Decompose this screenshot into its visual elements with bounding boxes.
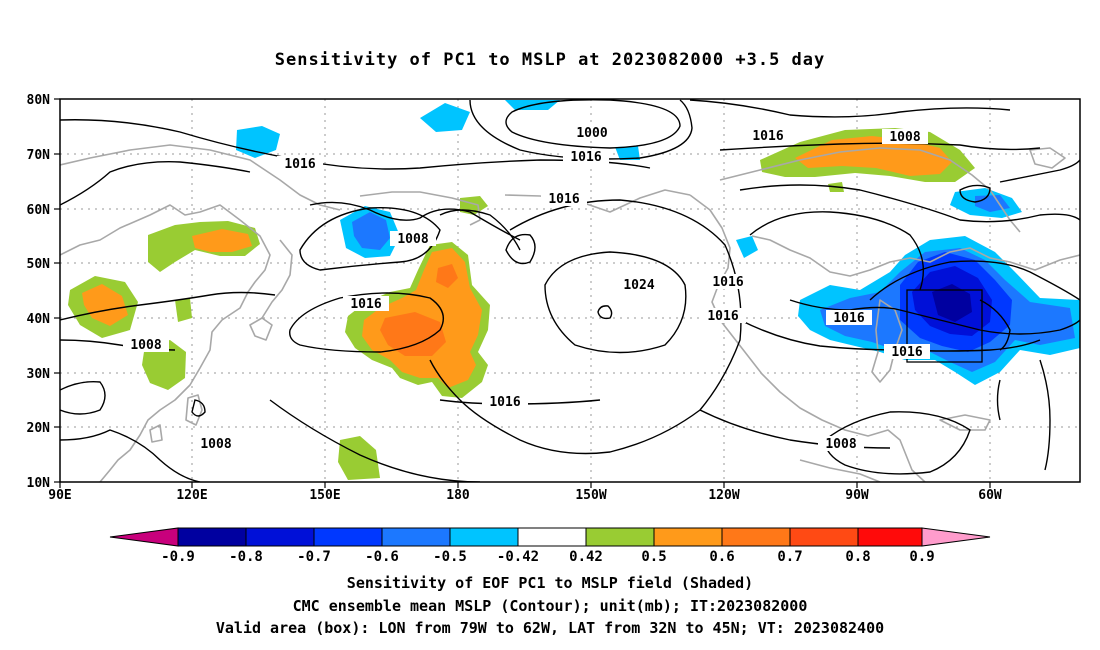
lon-labels: 90E 120E 150E 180 150W 120W 90W 60W [48, 488, 1002, 503]
colorbar-segment [449, 527, 519, 547]
valid-area-box [906, 289, 983, 363]
contour-label: 1000 [569, 125, 615, 141]
lon-label: 150E [309, 488, 340, 503]
contour-label: 1016 [482, 394, 528, 410]
svg-text:1016: 1016 [548, 192, 579, 207]
lat-label: 10N [27, 476, 51, 491]
colorbar-tick-label: -0.42 [497, 549, 539, 565]
contour-label: 1008 [193, 436, 239, 452]
contour-label: 1008 [390, 231, 436, 247]
colorbar-tick-label: 0.7 [777, 549, 802, 565]
contour-label: 1008 [123, 337, 169, 353]
contour-label: 1024 [616, 277, 662, 293]
figure-caption: Sensitivity of EOF PC1 to MSLP field (Sh… [0, 572, 1100, 640]
colorbar-tick-label: 0.8 [845, 549, 870, 565]
lat-gridlines [60, 153, 1080, 428]
svg-text:1008: 1008 [130, 338, 161, 353]
caption-line-shaded: Sensitivity of EOF PC1 to MSLP field (Sh… [346, 574, 754, 592]
colorbar-tick-label: 0.9 [909, 549, 934, 565]
caption-line-valid-area: Valid area (box): LON from 79W to 62W, L… [215, 619, 885, 637]
contour-label: 1016 [745, 128, 791, 144]
colorbar-segment [585, 527, 655, 547]
colorbar-tick-label: -0.9 [161, 549, 195, 565]
contour-label: 1016 [700, 308, 746, 324]
lon-label: 120E [176, 488, 207, 503]
contour-label: 1016 [884, 344, 930, 360]
lon-label: 90E [48, 488, 71, 503]
svg-text:1008: 1008 [397, 232, 428, 247]
colorbar-tick-label: 0.6 [709, 549, 734, 565]
lat-label: 70N [27, 148, 51, 163]
svg-text:1016: 1016 [833, 311, 864, 326]
caption-line-contour: CMC ensemble mean MSLP (Contour); unit(m… [292, 596, 808, 615]
contour-label: 1016 [277, 156, 323, 172]
svg-text:1024: 1024 [623, 278, 654, 293]
colorbar: -0.9 -0.8 -0.7 -0.6 -0.5 -0.42 0.42 0.5 … [109, 527, 991, 565]
colorbar-segment [721, 527, 791, 547]
axis-ticks [54, 98, 991, 488]
colorbar-segment [381, 527, 451, 547]
svg-text:1016: 1016 [284, 157, 315, 172]
svg-text:1016: 1016 [350, 297, 381, 312]
map-frame [59, 98, 1081, 483]
svg-text:1000: 1000 [576, 126, 607, 141]
svg-text:1008: 1008 [889, 130, 920, 145]
lon-label: 90W [845, 488, 869, 503]
lon-label: 180 [446, 488, 470, 503]
contour-label: 1016 [343, 296, 389, 312]
lat-label: 80N [27, 93, 51, 108]
lat-label: 20N [27, 421, 51, 436]
lon-label: 150W [575, 488, 606, 503]
colorbar-max-arrow [921, 527, 991, 547]
contour-label: 1008 [818, 436, 864, 452]
colorbar-segment [857, 527, 923, 547]
colorbar-segment [177, 527, 247, 547]
contour-label: 1016 [563, 149, 609, 165]
svg-text:1008: 1008 [825, 437, 856, 452]
colorbar-segment [245, 527, 315, 547]
contour-labels: 1000 1016 1016 1016 1008 1008 1016 1016 … [123, 125, 930, 452]
svg-text:1016: 1016 [489, 395, 520, 410]
lat-label: 40N [27, 312, 51, 327]
contour-label: 1008 [882, 129, 928, 145]
contour-label: 1016 [705, 274, 751, 290]
colorbar-segment [789, 527, 859, 547]
svg-text:1016: 1016 [570, 150, 601, 165]
colorbar-tick-label: -0.7 [297, 549, 331, 565]
colorbar-segment [313, 527, 383, 547]
contour-label: 1016 [541, 191, 587, 207]
colorbar-segment [653, 527, 723, 547]
colorbar-tick-label: -0.8 [229, 549, 263, 565]
contour-label: 1016 [826, 310, 872, 326]
figure-title: Sensitivity of PC1 to MSLP at 2023082000… [274, 50, 826, 70]
svg-text:1016: 1016 [707, 309, 738, 324]
svg-text:1016: 1016 [891, 345, 922, 360]
svg-text:1016: 1016 [712, 275, 743, 290]
lat-label: 30N [27, 367, 51, 382]
lon-label: 120W [708, 488, 739, 503]
lat-labels: 80N 70N 60N 50N 40N 30N 20N 10N [27, 93, 51, 491]
colorbar-segment [517, 527, 587, 547]
colorbar-min-arrow [109, 527, 179, 547]
lat-label: 50N [27, 257, 51, 272]
svg-text:1016: 1016 [752, 129, 783, 144]
mslp-contours [60, 99, 1080, 482]
colorbar-tick-label: 0.5 [641, 549, 666, 565]
colorbar-tick-label: -0.6 [365, 549, 399, 565]
colorbar-tick-label: -0.5 [433, 549, 467, 565]
positive-sensitivity-shading [68, 128, 975, 480]
colorbar-tick-label: 0.42 [569, 549, 603, 565]
svg-text:1008: 1008 [200, 437, 231, 452]
lon-label: 60W [978, 488, 1002, 503]
lat-label: 60N [27, 203, 51, 218]
